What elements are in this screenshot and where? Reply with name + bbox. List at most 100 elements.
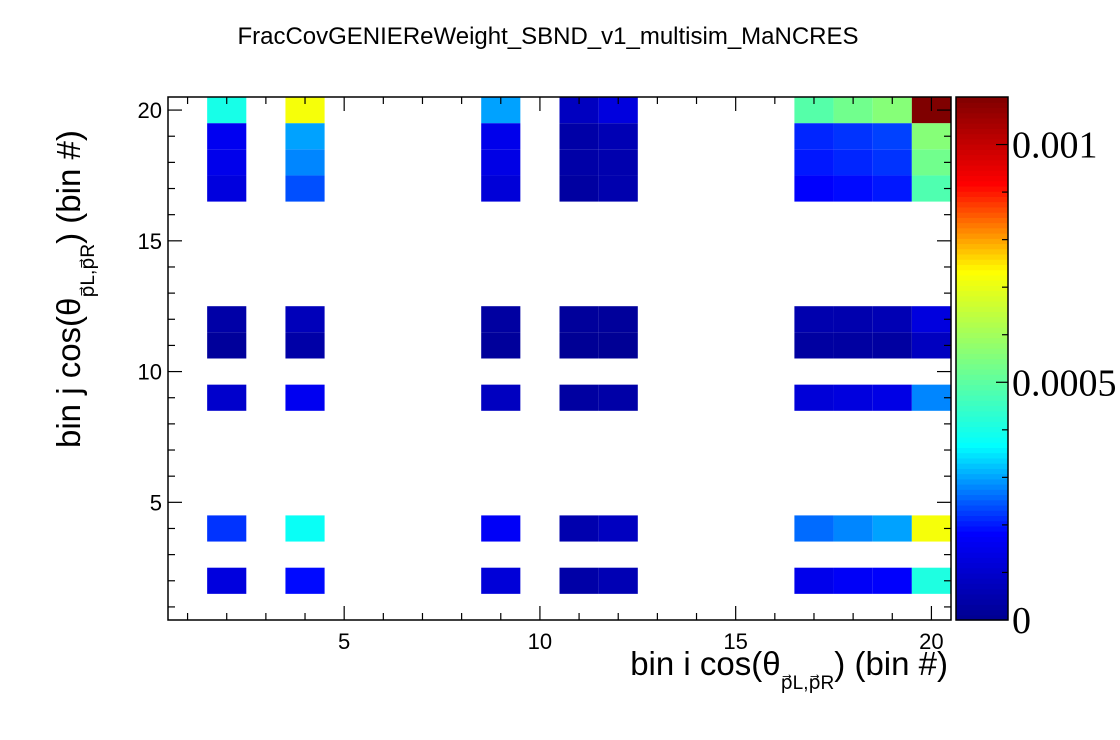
color-scale-step: [956, 588, 1008, 595]
heatmap-cell: [833, 306, 873, 333]
color-scale-step: [956, 238, 1008, 245]
color-scale-step: [956, 593, 1008, 600]
color-scale-step: [956, 536, 1008, 543]
heatmap-cell: [481, 515, 521, 542]
heatmap-cell: [207, 123, 247, 150]
color-scale-step: [956, 196, 1008, 203]
color-scale-step: [956, 447, 1008, 454]
color-scale-step: [956, 201, 1008, 208]
heatmap-cell: [872, 306, 912, 333]
color-scale-step: [956, 405, 1008, 412]
heatmap-cell: [872, 384, 912, 411]
heatmap-cell: [481, 306, 521, 333]
heatmap-cell: [559, 567, 599, 594]
heatmap-cell: [598, 123, 638, 150]
color-scale-step: [956, 259, 1008, 265]
heatmap-cell: [598, 332, 638, 359]
heatmap-cell: [794, 306, 834, 333]
color-scale-step: [956, 494, 1008, 501]
color-scale-step: [956, 531, 1008, 537]
color-scale-step: [956, 133, 1008, 140]
y-tick-label: 10: [138, 360, 162, 385]
color-scale-step: [956, 149, 1008, 156]
color-scale-step: [956, 264, 1008, 271]
color-scale-step: [956, 541, 1008, 548]
color-scale-step: [956, 609, 1008, 616]
color-scale-step: [956, 159, 1008, 166]
heatmap-cell: [794, 567, 834, 594]
x-tick-label: 10: [528, 629, 552, 654]
heatmap-cell: [285, 515, 325, 542]
heatmap-cell: [207, 567, 247, 594]
heatmap-cell: [598, 149, 638, 176]
color-scale-step: [956, 232, 1008, 239]
heatmap-cell: [833, 567, 873, 594]
color-scale-step: [956, 164, 1008, 171]
color-scale-step: [956, 128, 1008, 135]
heatmap-cell: [872, 123, 912, 150]
color-scale-step: [956, 300, 1008, 307]
color-scale-step: [956, 395, 1008, 401]
color-scale-step: [956, 206, 1008, 213]
color-scale-step: [956, 363, 1008, 370]
heatmap-cell: [833, 332, 873, 359]
heatmap-cell: [207, 175, 247, 202]
color-scale-step: [956, 583, 1008, 590]
y-tick-label: 15: [138, 229, 162, 254]
heatmap-cell: [559, 149, 599, 176]
heatmap-cell: [833, 175, 873, 202]
heatmap-cell: [872, 515, 912, 542]
heatmap-cell: [872, 175, 912, 202]
x-axis-label-sub: p⃗L,p⃗R: [781, 673, 835, 694]
color-scale-bar: [956, 97, 1008, 621]
color-scale-step: [956, 117, 1008, 124]
color-scale-step: [956, 222, 1008, 229]
color-scale-step: [956, 599, 1008, 605]
color-scale-step: [956, 285, 1008, 292]
heatmap-cell: [794, 123, 834, 150]
color-scale-step: [956, 316, 1008, 323]
color-scale-step: [956, 484, 1008, 490]
color-scale-step: [956, 389, 1008, 396]
y-axis-ticks: 5 10 15 20: [138, 98, 951, 608]
color-scale-step: [956, 379, 1008, 386]
heatmap-cell: [559, 306, 599, 333]
color-scale-step: [956, 546, 1008, 553]
color-scale-step: [956, 374, 1008, 381]
heatmap-cell: [872, 567, 912, 594]
heatmap-cell: [207, 332, 247, 359]
color-scale-step: [956, 520, 1008, 527]
color-scale-step: [956, 175, 1008, 182]
y-tick-label: 5: [150, 490, 162, 515]
color-scale-label: 0.0005: [1012, 362, 1117, 404]
color-scale-step: [956, 473, 1008, 480]
color-scale-step: [956, 102, 1008, 109]
color-scale-step: [956, 144, 1008, 150]
heatmap-cell: [872, 332, 912, 359]
color-scale-label: 0: [1012, 600, 1031, 642]
heatmap-cell: [481, 567, 521, 594]
color-scale-step: [956, 154, 1008, 161]
color-scale-step: [956, 562, 1008, 569]
heatmap-cell: [598, 306, 638, 333]
color-scale-frame: [955, 96, 1009, 621]
color-scale-step: [956, 515, 1008, 522]
x-axis-label-main: bin i cos(θ: [630, 645, 780, 682]
color-scale-step: [956, 368, 1008, 375]
color-scale-step: [956, 97, 1008, 103]
heatmap-cell: [207, 149, 247, 176]
color-scale-step: [956, 327, 1008, 333]
heatmap-cell: [285, 384, 325, 411]
heatmap-cell: [207, 306, 247, 333]
color-scale-step: [956, 614, 1008, 621]
color-scale-step: [956, 353, 1008, 360]
y-tick-label: 20: [138, 98, 162, 123]
heatmap-cell: [833, 123, 873, 150]
heatmap-cell: [559, 123, 599, 150]
color-scale-step: [956, 191, 1008, 197]
color-scale-step: [956, 572, 1008, 579]
heatmap-cell: [481, 175, 521, 202]
color-scale-step: [956, 421, 1008, 428]
color-scale-step: [956, 321, 1008, 328]
heatmap-cell: [833, 384, 873, 411]
